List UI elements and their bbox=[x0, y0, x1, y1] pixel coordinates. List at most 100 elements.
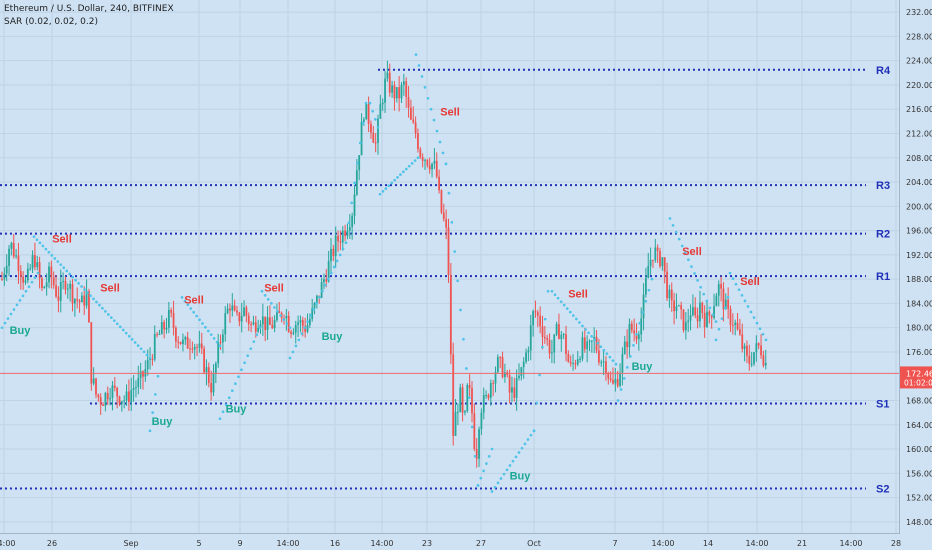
sar-dot bbox=[702, 292, 706, 296]
time-tick-label: 9 bbox=[237, 539, 242, 548]
candle-body bbox=[410, 107, 412, 120]
candle-body bbox=[630, 323, 633, 331]
candle-body bbox=[38, 262, 41, 279]
sar-dot bbox=[381, 190, 385, 193]
candle-body bbox=[123, 400, 126, 402]
price-tick-label: 228.00 bbox=[906, 32, 932, 41]
price-axis[interactable]: 232.00 228.00 224.00 220.00 216.00 212.00 208.… bbox=[900, 8, 932, 527]
sar-dot bbox=[447, 191, 451, 195]
candle-body bbox=[24, 280, 27, 283]
candle-body bbox=[395, 87, 398, 99]
sar-dot bbox=[396, 176, 399, 179]
candle-body bbox=[473, 413, 476, 450]
sar-dot bbox=[30, 280, 34, 284]
candle-body bbox=[205, 367, 208, 373]
candle-body bbox=[10, 242, 13, 249]
candle-body bbox=[111, 385, 114, 398]
candle-body bbox=[496, 357, 499, 372]
time-tick-label: 26 bbox=[47, 539, 57, 548]
sar-dot bbox=[127, 334, 131, 338]
sar-dot bbox=[130, 338, 134, 341]
sar-dot bbox=[12, 308, 16, 311]
candle-body bbox=[717, 284, 720, 296]
sar-dot bbox=[373, 117, 377, 121]
sar-dot bbox=[65, 269, 69, 273]
price-tick-label: 204.00 bbox=[906, 178, 932, 187]
candle-body bbox=[720, 284, 722, 289]
signal-sell-label: Sell bbox=[682, 246, 702, 258]
sar-dot bbox=[459, 308, 462, 312]
sar-dot bbox=[258, 326, 262, 330]
candle-body bbox=[226, 308, 229, 314]
sar-dot bbox=[575, 317, 578, 321]
candle-body bbox=[97, 394, 100, 398]
candle-body bbox=[687, 320, 690, 323]
candle-body bbox=[574, 363, 577, 365]
candle-body bbox=[160, 322, 163, 335]
candle-body bbox=[541, 326, 544, 337]
candle-body bbox=[551, 352, 553, 354]
candle-body bbox=[656, 247, 659, 251]
sar-dot bbox=[680, 244, 684, 248]
sar-dot bbox=[215, 340, 219, 344]
sar-dot bbox=[502, 472, 506, 476]
candle-body bbox=[480, 412, 483, 430]
candle-body bbox=[81, 295, 83, 303]
candle-body bbox=[485, 394, 487, 396]
level-label-r1: R1 bbox=[876, 271, 890, 283]
time-tick-label: 7 bbox=[612, 539, 617, 548]
candle-body bbox=[238, 312, 241, 322]
candle-body bbox=[88, 290, 90, 323]
candle-body bbox=[135, 387, 137, 389]
candle-body bbox=[673, 300, 675, 312]
sar-dot bbox=[493, 485, 497, 489]
candle-body bbox=[621, 353, 624, 373]
candle-body bbox=[29, 268, 32, 270]
last-price-value: 172.46 bbox=[906, 369, 932, 378]
candle-body bbox=[341, 230, 344, 243]
sar-dot bbox=[390, 181, 394, 185]
sar-dot bbox=[625, 366, 629, 369]
sar-dot bbox=[687, 258, 690, 262]
candle-body bbox=[421, 157, 424, 161]
sar-dot bbox=[699, 285, 703, 289]
candle-body bbox=[290, 331, 292, 334]
time-axis[interactable]: 14:00 26 Sep 5 9 14:00 16 14:00 23 27 Oct 7 14:00 14 1… bbox=[0, 539, 901, 548]
sar-dot bbox=[517, 451, 521, 454]
sar-dot bbox=[24, 289, 28, 293]
sar-dot bbox=[487, 454, 491, 458]
sar-dot bbox=[755, 321, 759, 325]
candle-body bbox=[546, 338, 549, 340]
candle-body bbox=[374, 142, 377, 144]
sar-dot bbox=[86, 291, 89, 295]
candle-body bbox=[102, 404, 104, 406]
candle-body bbox=[90, 322, 93, 384]
sar-dot bbox=[505, 468, 509, 472]
sar-dot bbox=[109, 316, 113, 319]
candle-body bbox=[736, 322, 739, 330]
candle-body bbox=[703, 313, 706, 328]
sar-dot bbox=[148, 356, 152, 360]
sar-dot bbox=[417, 64, 421, 67]
candle-body bbox=[525, 352, 527, 362]
candle-body bbox=[762, 355, 765, 366]
candle-body bbox=[471, 388, 473, 414]
candle-body bbox=[757, 343, 760, 346]
sar-dot bbox=[15, 303, 19, 307]
sar-dot bbox=[622, 377, 626, 380]
candle-body bbox=[236, 310, 238, 313]
candle-body bbox=[466, 384, 469, 412]
candle-body bbox=[708, 311, 711, 316]
candle-body bbox=[464, 411, 466, 413]
candle-body bbox=[137, 378, 140, 388]
candle-body bbox=[739, 329, 741, 335]
candle-body bbox=[576, 359, 579, 365]
sar-dot bbox=[714, 320, 718, 323]
candle-body bbox=[186, 337, 189, 349]
candle-body bbox=[50, 266, 53, 278]
candle-body bbox=[501, 357, 504, 378]
sar-dot bbox=[611, 359, 615, 362]
indicator-legend[interactable]: SAR (0.02, 0.02, 0.2) bbox=[4, 17, 99, 27]
candle-body bbox=[299, 320, 302, 323]
